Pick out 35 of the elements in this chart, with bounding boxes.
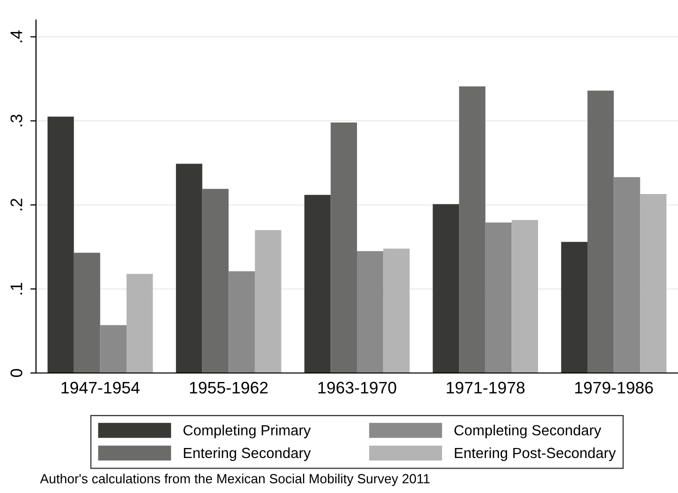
bar [432,204,460,373]
text: Author's calculations from the Mexican Social Mobility Survey 2011 [40,474,430,486]
bar [100,325,127,373]
bar [202,188,229,373]
bar [74,252,100,373]
x-tick-label: 1963-1970 [318,382,396,394]
x-tick-label: 1979-1986 [575,382,653,394]
legend-label: Completing Primary [183,424,311,438]
bar [48,116,74,373]
x-tick-label: 1955-1962 [190,382,268,394]
bar [304,194,331,373]
y-tick-label: .4 [10,30,22,42]
legend-label: Entering Post-Secondary [454,447,616,462]
bar [228,271,255,373]
x-tick-label: 1971-1978 [446,382,525,394]
bar [459,86,486,373]
bar [126,274,153,373]
y-tick-label: .2 [10,198,22,210]
bar [357,251,384,373]
bar [561,242,588,373]
bar [512,220,538,373]
bar [330,122,357,373]
bar [640,194,666,373]
y-tick-label: .3 [10,114,22,126]
bar [485,222,512,373]
bar [254,230,282,373]
y-tick-label: .1 [10,282,22,294]
y-tick-label: 0 [10,369,22,377]
legend-label: Completing Secondary [454,424,602,438]
x-tick-label: 1947-1954 [62,382,140,394]
bar [587,90,614,373]
bar [383,248,410,373]
legend-label: Entering Secondary [184,447,311,462]
bar [614,177,640,373]
bar [176,164,202,373]
